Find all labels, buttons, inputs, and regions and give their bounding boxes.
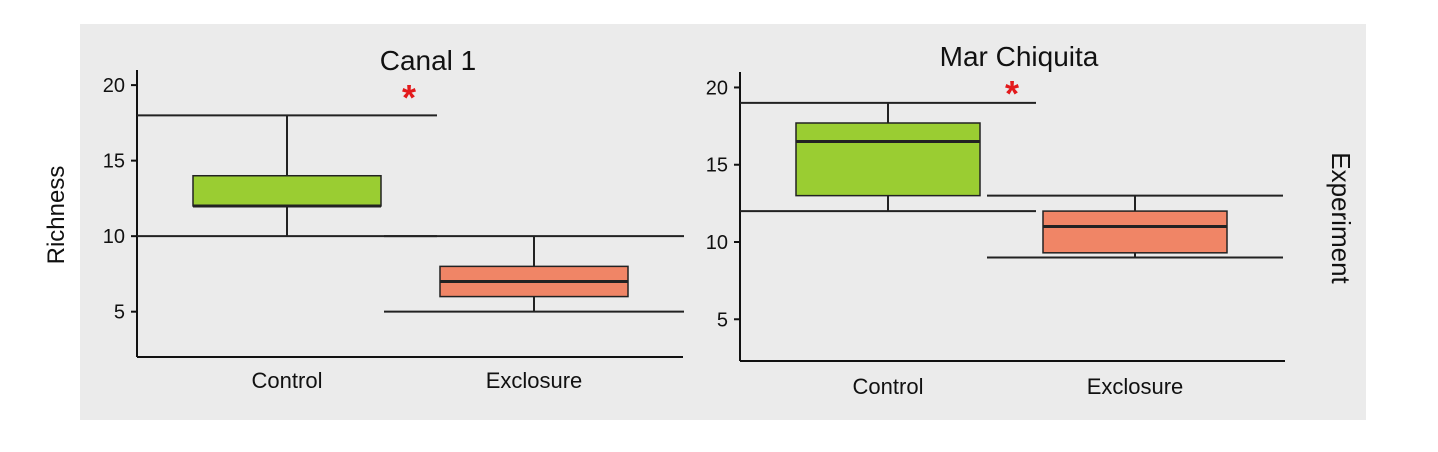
y-tick-label: 15 <box>103 151 125 173</box>
x-tick-label: Exclosure <box>1087 374 1184 399</box>
y-tick-label: 5 <box>717 309 728 331</box>
x-tick-label: Control <box>252 368 323 393</box>
panel-title: Canal 1 <box>380 45 477 76</box>
x-tick-label: Control <box>853 374 924 399</box>
y-tick-label: 20 <box>103 75 125 97</box>
panel-title: Mar Chiquita <box>940 41 1099 72</box>
significance-asterisk: * <box>1005 73 1019 114</box>
x-tick-label: Exclosure <box>486 368 583 393</box>
strip-label: Experiment <box>1326 152 1356 284</box>
y-tick-label: 10 <box>706 232 728 254</box>
significance-asterisk: * <box>402 77 416 118</box>
box-control <box>795 122 981 197</box>
y-tick-label: 5 <box>114 302 125 324</box>
y-tick-label: 15 <box>706 155 728 177</box>
box-exclosure <box>1042 210 1228 254</box>
y-tick-label: 20 <box>706 77 728 99</box>
y-tick-label: 10 <box>103 226 125 248</box>
y-axis-label: Richness <box>43 166 70 265</box>
box-control <box>192 174 382 207</box>
